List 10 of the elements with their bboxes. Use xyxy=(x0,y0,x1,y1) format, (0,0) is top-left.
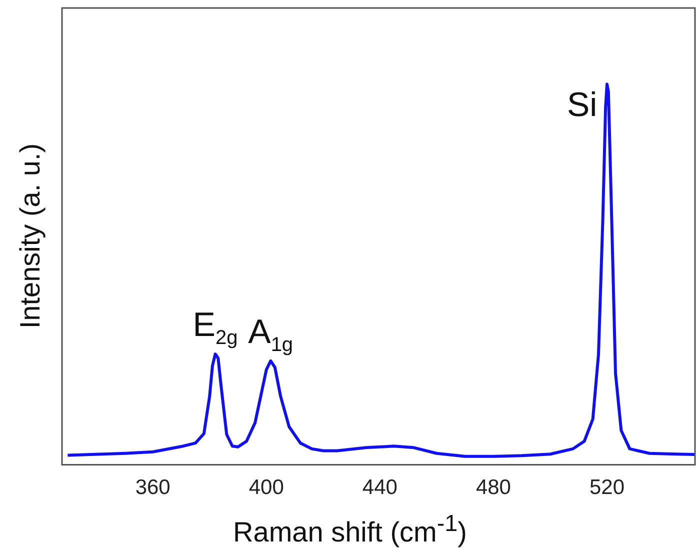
x-tick-label: 360 xyxy=(135,476,170,500)
x-tick-label: 440 xyxy=(362,476,398,500)
annotation: E$_{2g}$ xyxy=(192,306,238,349)
y-axis-title: Intensity (a. u.) xyxy=(14,144,46,329)
x-axis-title: Raman shift (cm$^{-1}$) xyxy=(232,510,468,548)
annotation: Si xyxy=(567,86,598,124)
x-tick-label: 520 xyxy=(589,476,625,500)
x-tick-label: 480 xyxy=(476,476,511,500)
annotation: A$_{1g}$ xyxy=(248,312,294,356)
x-tick-label: 400 xyxy=(248,476,284,500)
